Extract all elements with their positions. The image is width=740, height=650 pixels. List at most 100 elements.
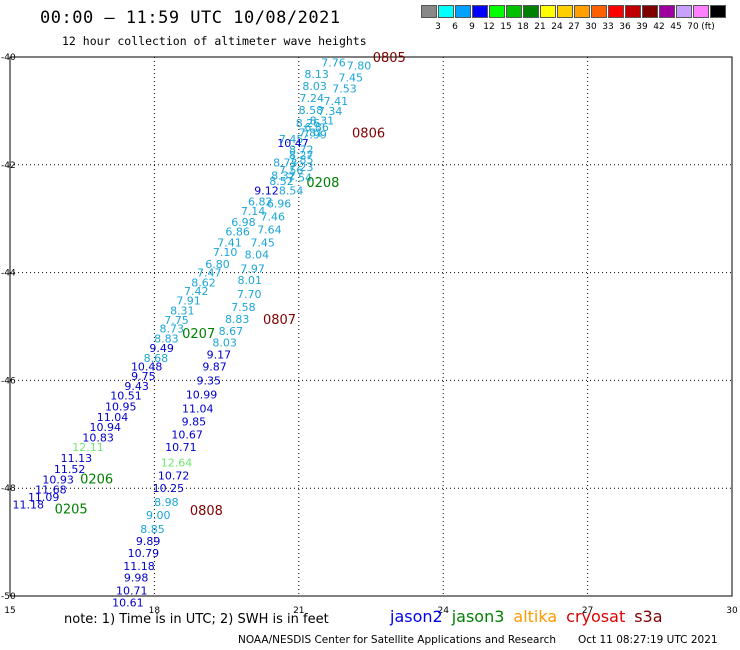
- wave-height-label: 9.43: [124, 380, 149, 393]
- wave-height-label: 10.51: [110, 389, 142, 402]
- wave-height-label: 7.45: [279, 133, 304, 146]
- colorscale-label: 12: [483, 22, 495, 32]
- wave-height-label: 7.14: [241, 205, 266, 218]
- wave-height-label: 8.31: [310, 115, 335, 128]
- wave-height-label: 7.75: [164, 314, 189, 327]
- wave-height-label: 10.61: [112, 596, 144, 609]
- colorscale-label: 42: [653, 22, 665, 32]
- x-tick-label: 21: [293, 606, 304, 616]
- wave-height-label: 8.32: [271, 170, 296, 183]
- wave-height-label: 8.62: [191, 276, 216, 289]
- x-tick-label: 15: [4, 606, 15, 616]
- footnote: note: 1) Time is in UTC; 2) SWH is in fe…: [64, 612, 329, 627]
- wave-height-label: 8.83: [154, 332, 179, 345]
- colorscale-label: 30: [585, 22, 597, 32]
- pass-time-label: 0207: [182, 327, 215, 342]
- colorscale-label: 9: [469, 22, 475, 32]
- pass-time-label: 0808: [190, 504, 223, 519]
- wave-height-label: 6.96: [267, 198, 292, 211]
- wave-height-label: 9.00: [146, 509, 171, 522]
- pass-time-label: 0208: [306, 176, 339, 191]
- wave-height-label: 7.97: [240, 262, 265, 275]
- wave-height-label: 10.94: [90, 421, 122, 434]
- colorscale-swatch: [438, 5, 454, 18]
- wave-height-label: 11.13: [61, 452, 93, 465]
- wave-height-label: 11.18: [123, 560, 155, 573]
- credit-timestamp: Oct 11 08:27:19 UTC 2021: [578, 634, 718, 646]
- pass-time-label: 0205: [55, 503, 88, 518]
- wave-height-label: 7.70: [237, 288, 262, 301]
- colorscale-swatch: [693, 5, 709, 18]
- chart-subtitle: 12 hour collection of altimeter wave hei…: [62, 34, 367, 48]
- colorscale-swatch: [676, 5, 692, 18]
- x-tick-label: 24: [437, 606, 449, 616]
- mission-name: jason2: [390, 607, 443, 626]
- y-tick-label: -40: [1, 53, 16, 63]
- wave-height-label: 11.52: [54, 463, 86, 476]
- wave-height-label: 8.98: [154, 496, 179, 509]
- y-tick-label: -44: [1, 269, 16, 279]
- wave-height-label: 8.58: [299, 104, 324, 117]
- pass-time-label: 0807: [263, 313, 296, 328]
- colorscale-label: 39: [636, 22, 648, 32]
- y-tick-label: -48: [1, 484, 16, 494]
- colorscale-label: 27: [568, 22, 580, 32]
- wave-height-label: 6.80: [205, 258, 230, 271]
- x-tick-label: 30: [726, 606, 738, 616]
- wave-height-label: 7.23: [289, 161, 314, 174]
- colorscale-label: 15: [500, 22, 512, 32]
- pass-time-label: 0806: [352, 126, 385, 141]
- wave-height-label: 7.58: [231, 301, 256, 314]
- wave-height-label: 8.31: [170, 304, 195, 317]
- y-tick-label: -42: [1, 161, 16, 171]
- x-tick-label: 18: [149, 606, 161, 616]
- wave-height-label: 10.48: [131, 360, 163, 373]
- wave-height-label: 7.45: [339, 71, 364, 84]
- wave-height-label: 7.47: [197, 267, 222, 280]
- wave-height-label: 9.89: [136, 535, 161, 548]
- wave-height-label: 7.45: [250, 236, 275, 249]
- wave-height-label: 6.98: [231, 216, 256, 229]
- colorscale-label: 33: [602, 22, 614, 32]
- wave-height-label: 8.85: [140, 523, 165, 536]
- wave-height-label: 7.41: [217, 236, 242, 249]
- wave-height-label: 8.73: [273, 157, 298, 170]
- wave-height-label: 7.53: [332, 82, 357, 95]
- wave-height-label: 12.64: [161, 456, 193, 469]
- colorscale-swatch: [710, 5, 726, 18]
- wave-height-label: 7.85: [289, 153, 314, 166]
- colorscale-label: 36: [619, 22, 631, 32]
- colorscale-swatch: [591, 5, 607, 18]
- colorscale-swatch: [608, 5, 624, 18]
- wave-height-label: 7.41: [324, 95, 349, 108]
- colorscale-label: 24: [551, 22, 563, 32]
- mission-name: jason3: [451, 607, 505, 626]
- wave-height-label: 9.85: [182, 415, 207, 428]
- y-tick-label: -50: [1, 592, 16, 602]
- colorscale-swatch: [489, 5, 505, 18]
- wave-height-label: 7.10: [213, 246, 238, 259]
- pass-time-label: 0805: [373, 51, 406, 66]
- pass-time-label: 0206: [80, 472, 113, 487]
- wave-height-label: 9.17: [207, 349, 232, 362]
- wave-height-label: 9.75: [131, 370, 156, 383]
- wave-height-label: 7.46: [261, 211, 286, 224]
- wave-height-label: 8.83: [225, 313, 250, 326]
- colorscale-swatch: [574, 5, 590, 18]
- colorscale-swatch: [455, 5, 471, 18]
- colorscale-units: (ft): [701, 22, 715, 32]
- wave-height-label: 7.91: [176, 295, 201, 308]
- wave-height-label: 8.13: [304, 68, 329, 81]
- colorscale-swatch: [506, 5, 522, 18]
- wave-height-label: 6.86: [304, 121, 329, 134]
- wave-height-label: 7.64: [257, 223, 282, 236]
- mission-name: altika: [513, 607, 558, 626]
- wave-height-label: 9.98: [124, 572, 149, 585]
- wave-height-label: 7.34: [318, 105, 343, 118]
- wave-height-label: 9.12: [254, 185, 279, 198]
- wave-height-label: 7.54: [288, 172, 313, 185]
- wave-height-label: 7.99: [302, 129, 327, 142]
- wave-height-label: 6.86: [225, 226, 250, 239]
- wave-height-label: 7.81: [299, 126, 324, 139]
- mission-name: s3a: [634, 607, 663, 626]
